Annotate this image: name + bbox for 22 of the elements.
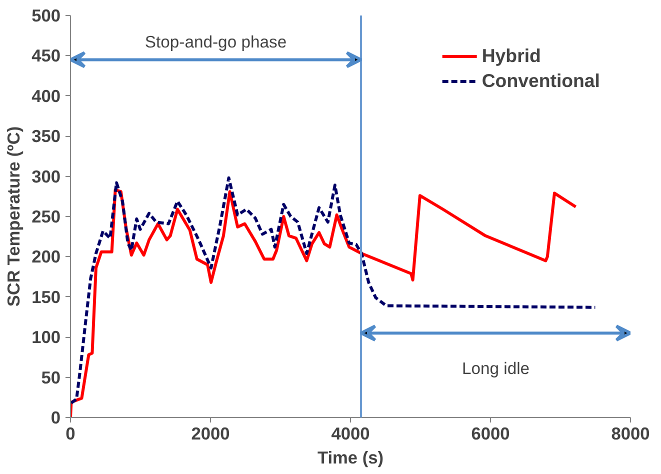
y-tick-label: 350	[32, 126, 61, 146]
legend-label: Hybrid	[482, 45, 541, 67]
y-tick-label: 100	[32, 327, 61, 348]
x-tick-label: 2000	[191, 424, 230, 444]
x-axis-title: Time (s)	[317, 448, 384, 468]
x-tick-label: 6000	[471, 424, 510, 444]
y-tick-label: 0	[50, 408, 61, 428]
y-tick-label: 300	[32, 166, 61, 186]
y-tick-label: 150	[32, 286, 61, 307]
y-tick-label: 200	[32, 246, 61, 267]
legend-label: Conventional	[482, 70, 600, 92]
x-tick-label: 0	[66, 424, 76, 444]
y-tick-label: 450	[32, 46, 61, 66]
y-tick-label: 500	[32, 6, 61, 26]
y-axis-title: SCR Temperature (ºC)	[4, 126, 24, 307]
y-tick-label: 50	[41, 367, 61, 388]
y-tick-label: 400	[32, 86, 61, 106]
x-tick-label: 8000	[611, 424, 650, 444]
y-tick-label: 250	[32, 206, 61, 226]
annotation: Stop-and-go phase	[144, 32, 287, 52]
x-tick-label: 4000	[331, 424, 370, 444]
annotation: Long idle	[462, 359, 530, 378]
